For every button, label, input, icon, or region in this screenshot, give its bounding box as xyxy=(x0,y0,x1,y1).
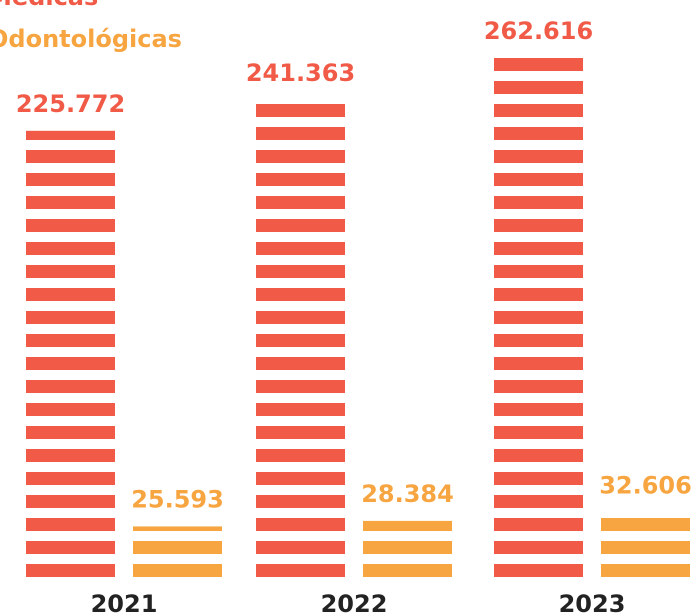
bar xyxy=(26,130,115,578)
x-tick-label: 2023 xyxy=(559,590,626,613)
bar xyxy=(601,512,690,577)
legend-label: Médicas xyxy=(0,0,98,11)
bar xyxy=(133,526,222,577)
bar xyxy=(494,58,583,577)
value-label: 225.772 xyxy=(16,90,125,118)
bar xyxy=(363,520,452,577)
value-label: 241.363 xyxy=(246,59,355,87)
x-tick-label: 2021 xyxy=(91,590,158,613)
value-label: 32.606 xyxy=(599,472,692,500)
value-label: 28.384 xyxy=(361,480,454,508)
value-label: 25.593 xyxy=(131,485,224,513)
legend-label: Odontológicas xyxy=(0,25,182,53)
x-tick-label: 2022 xyxy=(321,590,388,613)
value-label: 262.616 xyxy=(484,17,593,45)
bar xyxy=(256,100,345,578)
